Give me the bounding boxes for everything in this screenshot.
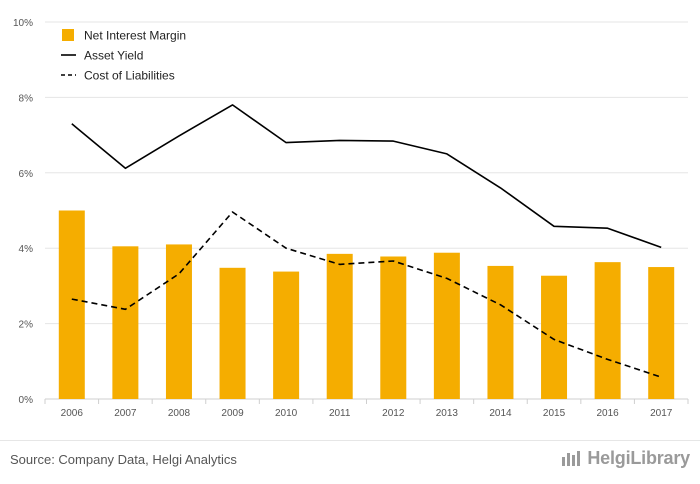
- bar-net-interest-margin: [58, 210, 85, 399]
- legend-label: Cost of Liabilities: [84, 69, 175, 83]
- x-tick-label: 2007: [114, 408, 137, 419]
- bar-net-interest-margin: [487, 265, 514, 399]
- bar-net-interest-margin: [112, 246, 139, 399]
- legend-label: Net Interest Margin: [84, 29, 186, 43]
- bar-net-interest-margin: [165, 244, 192, 399]
- x-tick-label: 2008: [168, 408, 191, 419]
- x-tick-label: 2013: [436, 408, 459, 419]
- brand-logo[interactable]: HelgiLibrary: [561, 449, 690, 467]
- line-cost-of-liabilities: [71, 211, 662, 378]
- bar-net-interest-margin: [326, 253, 353, 399]
- line-asset-yield: [71, 104, 662, 249]
- bar-net-interest-margin: [273, 271, 300, 399]
- x-tick-label: 2011: [329, 408, 351, 419]
- y-tick-label: 6%: [19, 169, 34, 180]
- x-tick-label: 2009: [221, 408, 244, 419]
- x-tick-label: 2012: [382, 408, 405, 419]
- bar-net-interest-margin: [541, 275, 568, 399]
- legend-swatch-bar: [62, 29, 74, 41]
- x-tick-label: 2006: [61, 408, 84, 419]
- legend-label: Asset Yield: [84, 49, 143, 63]
- helgi-logo-icon: [561, 449, 583, 467]
- y-tick-label: 10%: [13, 18, 33, 29]
- y-tick-label: 2%: [19, 320, 34, 331]
- bar-net-interest-margin: [219, 267, 246, 399]
- bar-net-interest-margin: [648, 267, 675, 399]
- bar-net-interest-margin: [433, 252, 460, 399]
- x-tick-label: 2014: [489, 408, 512, 419]
- y-tick-label: 8%: [19, 93, 34, 104]
- y-tick-label: 4%: [19, 244, 34, 255]
- x-tick-label: 2017: [650, 408, 673, 419]
- chart-footer: Source: Company Data, Helgi Analytics He…: [0, 440, 700, 484]
- brand-name: HelgiLibrary: [587, 448, 690, 468]
- x-tick-label: 2010: [275, 408, 298, 419]
- x-tick-label: 2015: [543, 408, 566, 419]
- source-note: Source: Company Data, Helgi Analytics: [10, 452, 237, 467]
- chart-svg: 0% 2% 4% 6% 8% 10% 2006 2007 2008 2009 2010 2011 201…: [13, 18, 689, 419]
- bar-net-interest-margin: [380, 256, 407, 399]
- y-tick-label: 0%: [19, 395, 34, 406]
- bar-net-interest-margin: [594, 262, 621, 399]
- x-tick-label: 2016: [597, 408, 620, 419]
